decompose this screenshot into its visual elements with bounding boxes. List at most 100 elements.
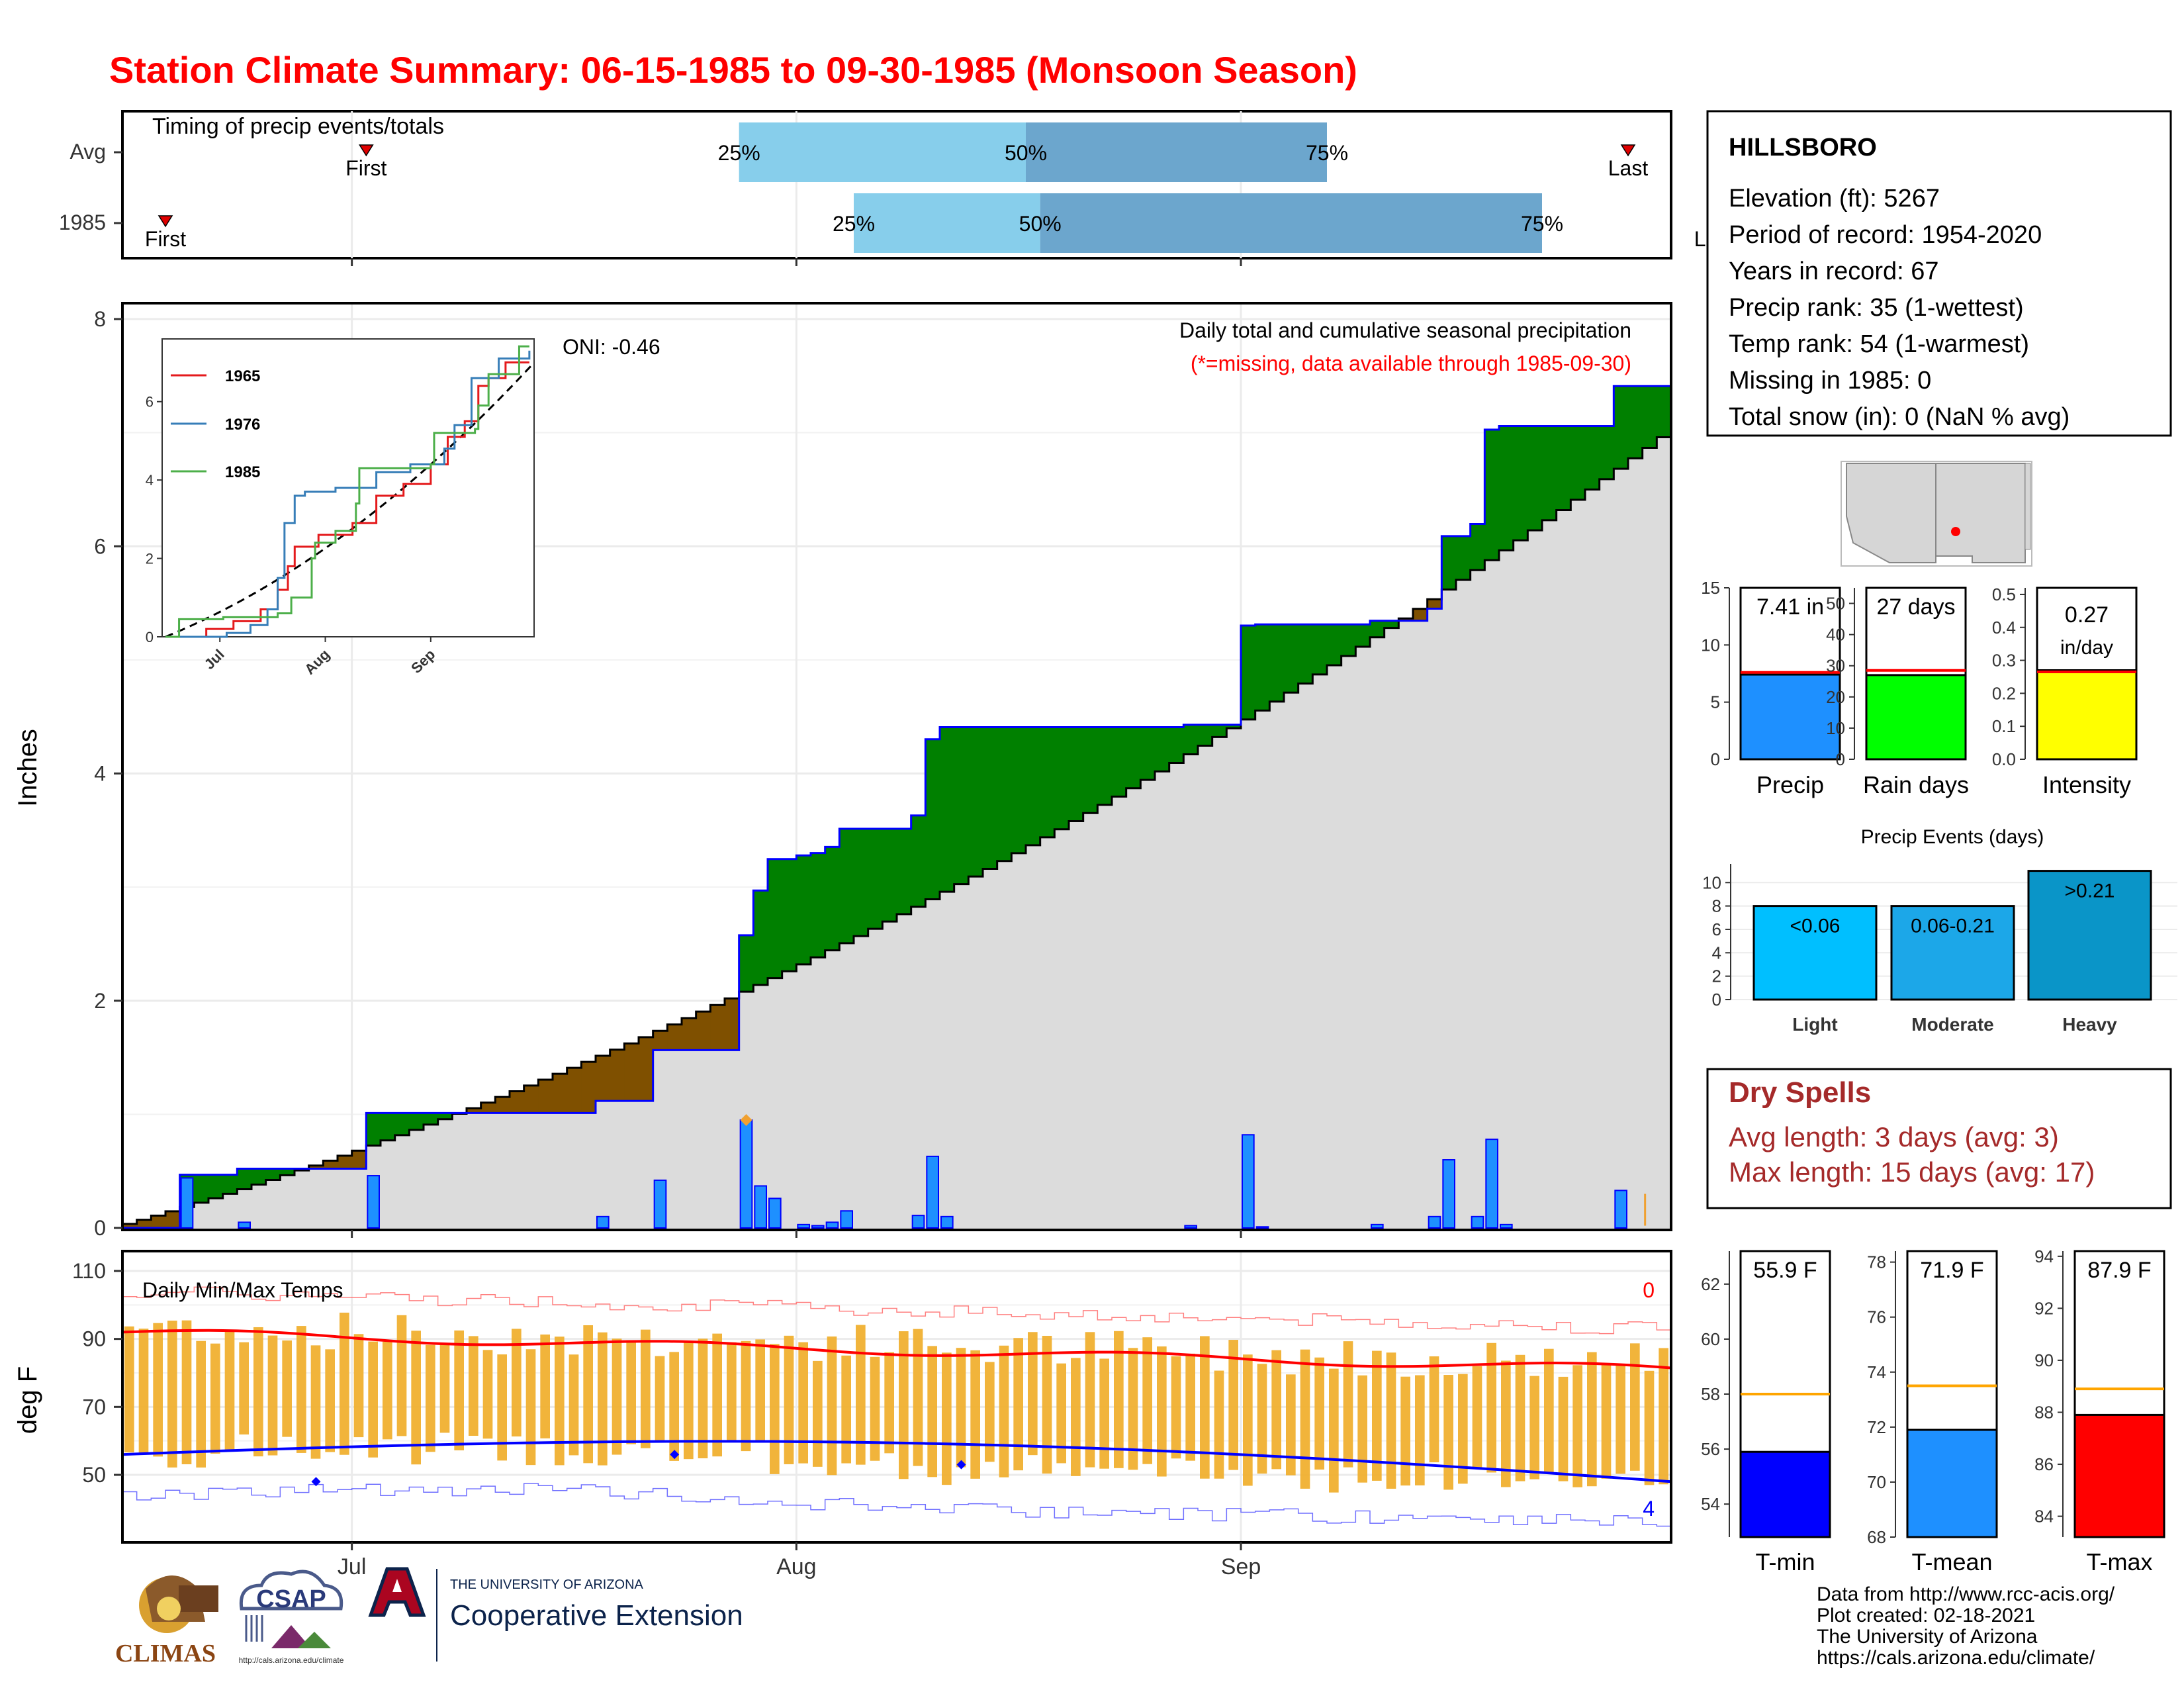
credit-line: The University of Arizona	[1817, 1626, 2038, 1648]
cumulative-difference-segment	[639, 1037, 654, 1102]
daily-temp-range-bar	[1659, 1348, 1668, 1485]
daily-temp-range-bar	[655, 1356, 665, 1441]
daily-temp-range-bar	[1515, 1354, 1525, 1481]
cumulative-difference-segment	[710, 1005, 725, 1051]
daily-temp-range-bar	[411, 1331, 421, 1465]
temp-bar-tick-label: 60	[1701, 1329, 1720, 1349]
cumulative-difference-segment	[1470, 524, 1485, 571]
cumulative-difference-segment	[768, 859, 783, 978]
cumulative-difference-segment	[351, 1150, 367, 1169]
station-info-line: Total snow (in): 0 (NaN % avg)	[1729, 403, 2070, 431]
summary-bar-value	[2036, 669, 2138, 761]
cumulative-difference-segment	[997, 727, 1012, 861]
daily-temp-range-bar	[755, 1339, 765, 1442]
daily-temp-range-bar	[1300, 1349, 1310, 1489]
daily-temp-range-bar	[1400, 1376, 1410, 1486]
avg-tmin-line	[122, 1440, 1672, 1483]
daily-temp-range-bar	[1243, 1354, 1253, 1486]
cumulative-difference-segment	[523, 1085, 539, 1113]
cumulative-difference-segment	[222, 1174, 238, 1194]
inset-series-1976	[165, 350, 531, 638]
logos: CLIMAS CSAP http://cals.arizona.edu/clim…	[115, 1567, 743, 1667]
temp-bar-tick-label: 72	[1867, 1417, 1886, 1437]
ua-extension-name: Cooperative Extension	[450, 1599, 743, 1632]
daily-temp-range-bar	[927, 1346, 937, 1477]
daily-temp-range-bar	[684, 1342, 694, 1460]
summary-bar-tick-label: 0.1	[1992, 716, 2016, 736]
cumulative-difference-segment	[811, 853, 826, 958]
daily-temp-range-bar	[798, 1342, 808, 1464]
daily-precip-bar	[840, 1210, 854, 1229]
precip-events-bar-label: <0.06	[1790, 915, 1841, 937]
precip-events-bar-light	[1752, 905, 1878, 1001]
cumulative-difference-segment	[1255, 624, 1270, 711]
timing-p75-label: 75%	[1521, 212, 1563, 236]
precip-y-tick-label: 4	[94, 762, 106, 786]
cumulative-difference-segment	[1198, 724, 1213, 746]
x-axis-tick-label: Aug	[776, 1554, 817, 1579]
cumulative-difference-segment	[381, 1113, 396, 1141]
cumulative-difference-segment	[682, 1017, 697, 1051]
daily-temp-range-bar	[1357, 1375, 1367, 1483]
cumulative-difference-segment	[667, 1024, 682, 1051]
daily-temp-range-bar	[1415, 1375, 1425, 1485]
daily-temp-range-bar	[469, 1336, 478, 1436]
daily-temp-range-bar	[1644, 1370, 1655, 1485]
timing-p50-label: 50%	[1005, 141, 1047, 165]
daily-temp-range-bar	[741, 1340, 751, 1452]
daily-precip-bar	[180, 1177, 194, 1229]
first-event-marker	[358, 144, 374, 157]
daily-temp-range-bar	[1329, 1368, 1339, 1493]
temp-bar-tick-label: 56	[1701, 1439, 1720, 1459]
daily-temp-range-bar	[383, 1341, 392, 1440]
csap-logo-text: CSAP	[256, 1585, 326, 1613]
daily-precip-bar	[926, 1155, 940, 1229]
cumulative-difference-segment	[796, 855, 811, 964]
daily-temp-range-bar	[856, 1325, 866, 1465]
summary-bar-category-label: Rain days	[1863, 771, 1969, 798]
inset-legend-label: 1985	[225, 463, 260, 481]
cumulative-difference-segment	[596, 1055, 611, 1102]
temp-bar-t-min: 54 56 58 60 62 55.9 F T-min	[1701, 1250, 1831, 1575]
cumulative-difference-segment	[782, 859, 797, 972]
temp-y-tick-label: 70	[82, 1395, 106, 1419]
summary-bar-tick-label: 15	[1701, 578, 1720, 598]
credit-line: Plot created: 02-18-2021	[1817, 1605, 2035, 1626]
cumulative-difference-segment	[553, 1074, 568, 1113]
station-info-line: Years in record: 67	[1729, 258, 1939, 285]
daily-temp-range-bar	[641, 1329, 651, 1448]
daily-precip-bar	[768, 1197, 782, 1229]
daily-precip-bar	[1371, 1223, 1384, 1229]
daily-temp-range-bar	[426, 1344, 435, 1452]
daily-temp-range-bar	[1099, 1358, 1109, 1469]
summary-bar-tick-label: 0	[1836, 749, 1845, 769]
daily-temp-range-bar	[727, 1342, 737, 1442]
record-high-line	[122, 1286, 1671, 1335]
temp-bar-tick-label: 70	[1867, 1472, 1886, 1492]
cumulative-difference-segment	[366, 1113, 381, 1146]
cumulative-difference-segment	[136, 1219, 152, 1228]
daily-temp-range-bar	[1042, 1335, 1052, 1474]
cumulative-difference-segment	[1026, 727, 1041, 845]
temp-bar-category-label: T-min	[1756, 1548, 1815, 1575]
precip-events-tick-label: 10	[1702, 872, 1721, 892]
daily-temp-range-bar	[1271, 1350, 1281, 1470]
cumulative-difference-segment	[1585, 426, 1600, 490]
daily-temp-range-bar	[368, 1341, 378, 1458]
daily-temp-range-bar	[1630, 1343, 1640, 1471]
daily-temp-range-bar	[181, 1320, 192, 1465]
cumulative-difference-segment	[1527, 426, 1543, 531]
first-event-label: First	[145, 227, 186, 251]
csap-logo-url: http://cals.arizona.edu/climate	[239, 1656, 344, 1665]
daily-temp-range-bar	[1529, 1376, 1539, 1479]
temp-panel-label: Daily Min/Max Temps	[142, 1278, 343, 1302]
timing-bar-50-75	[1026, 122, 1327, 182]
cumulative-difference-segment	[208, 1174, 224, 1199]
summary-bar-tick-label: 0	[1711, 749, 1720, 769]
temp-bar-value-label: 55.9 F	[1753, 1258, 1817, 1283]
location-map	[1841, 461, 2032, 567]
daily-temp-range-bar	[353, 1334, 364, 1438]
daily-temp-range-bar	[1544, 1348, 1554, 1473]
temp-bar-value	[1739, 1450, 1831, 1538]
